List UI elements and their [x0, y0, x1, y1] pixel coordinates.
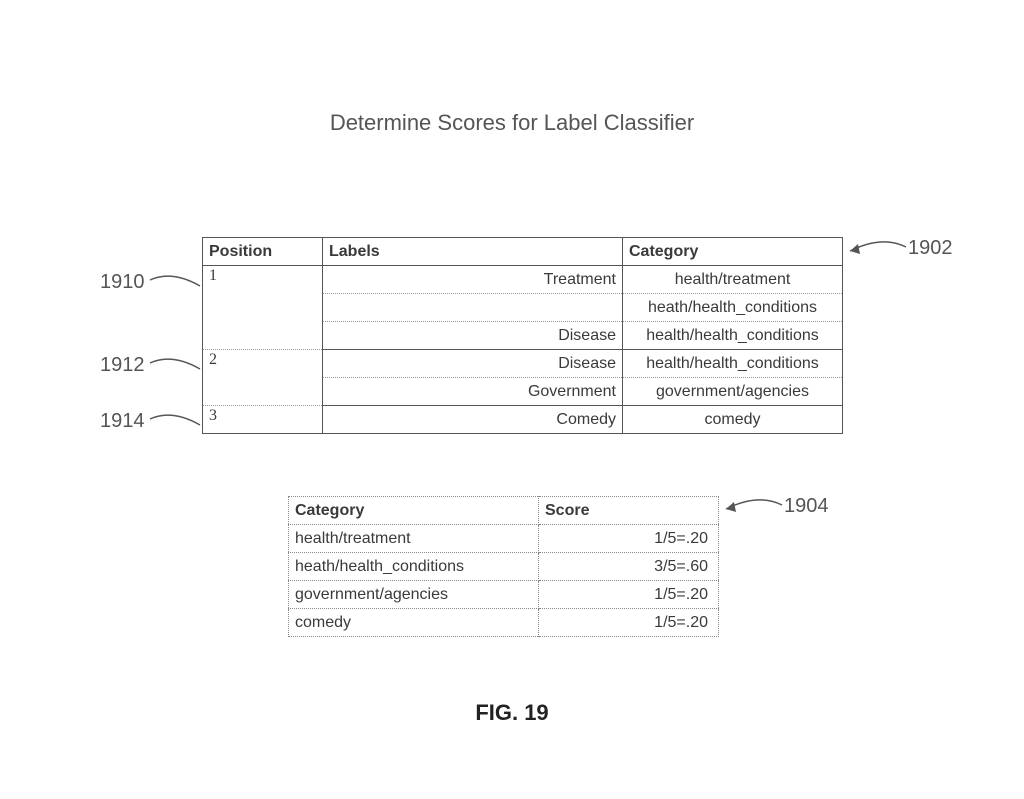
- callout-1914: 1914: [100, 410, 145, 433]
- header-category: Category: [623, 238, 843, 266]
- cell-label: Treatment: [323, 266, 623, 294]
- table-row: health/treatment 1/5=.20: [289, 525, 719, 553]
- table-row: 1 Treatment health/treatment: [203, 266, 843, 294]
- labels-table: Position Labels Category 1 Treatment hea…: [202, 237, 843, 434]
- callout-1904: 1904: [784, 495, 829, 518]
- cell-category: health/health_conditions: [623, 322, 843, 350]
- cell-category: comedy: [623, 406, 843, 434]
- cell-category: health/treatment: [289, 525, 539, 553]
- cell-label: Disease: [323, 322, 623, 350]
- scores-table: Category Score health/treatment 1/5=.20 …: [288, 496, 719, 637]
- figure-caption: FIG. 19: [0, 700, 1024, 726]
- leader-arrow-icon: [718, 495, 784, 521]
- header-labels: Labels: [323, 238, 623, 266]
- cell-position: 3: [203, 406, 323, 434]
- cell-score: 1/5=.20: [539, 525, 719, 553]
- cell-category: health/health_conditions: [623, 350, 843, 378]
- cell-category: comedy: [289, 609, 539, 637]
- leader-line-icon: [150, 355, 205, 379]
- cell-score: 3/5=.60: [539, 553, 719, 581]
- table-row: 3 Comedy comedy: [203, 406, 843, 434]
- leader-line-icon: [150, 272, 205, 296]
- leader-arrow-icon: [842, 237, 908, 263]
- cell-category: government/agencies: [623, 378, 843, 406]
- callout-1910: 1910: [100, 271, 145, 294]
- header-position: Position: [203, 238, 323, 266]
- figure-page: Determine Scores for Label Classifier Po…: [0, 0, 1024, 799]
- labels-table-header-row: Position Labels Category: [203, 238, 843, 266]
- cell-score: 1/5=.20: [539, 609, 719, 637]
- table-row: government/agencies 1/5=.20: [289, 581, 719, 609]
- callout-1912: 1912: [100, 354, 145, 377]
- callout-1902: 1902: [908, 237, 953, 260]
- cell-position: 1: [203, 266, 323, 350]
- figure-title: Determine Scores for Label Classifier: [0, 110, 1024, 136]
- cell-label: Government: [323, 378, 623, 406]
- table-row: 2 Disease health/health_conditions: [203, 350, 843, 378]
- table-row: heath/health_conditions 3/5=.60: [289, 553, 719, 581]
- cell-label: Comedy: [323, 406, 623, 434]
- cell-score: 1/5=.20: [539, 581, 719, 609]
- scores-table-header-row: Category Score: [289, 497, 719, 525]
- cell-category: health/treatment: [623, 266, 843, 294]
- cell-category: government/agencies: [289, 581, 539, 609]
- header-score: Score: [539, 497, 719, 525]
- table-row: comedy 1/5=.20: [289, 609, 719, 637]
- header-category: Category: [289, 497, 539, 525]
- cell-category: heath/health_conditions: [623, 294, 843, 322]
- cell-label: Disease: [323, 350, 623, 378]
- cell-position: 2: [203, 350, 323, 406]
- leader-line-icon: [150, 411, 205, 435]
- cell-category: heath/health_conditions: [289, 553, 539, 581]
- cell-label: [323, 294, 623, 322]
